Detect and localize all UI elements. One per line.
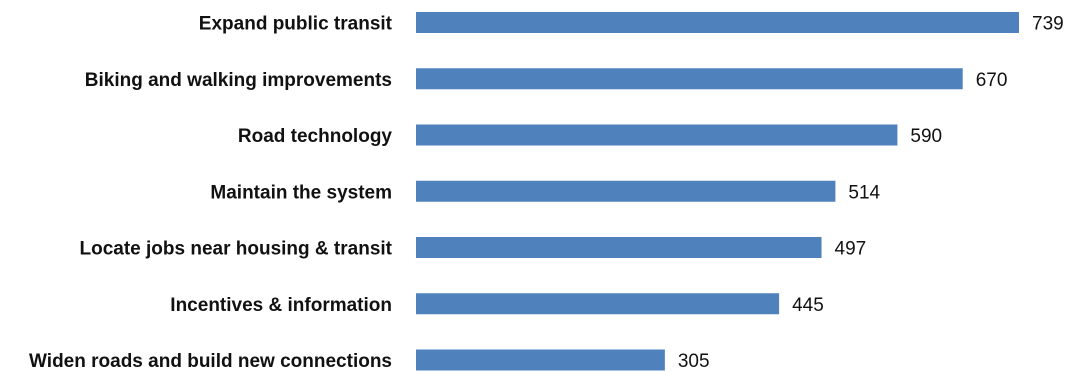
- bar: [416, 180, 836, 202]
- value-labels: 739 670 590 514 497 445 305: [678, 14, 1064, 371]
- category-label: Maintain the system: [210, 182, 392, 203]
- value-label: 739: [1032, 14, 1064, 35]
- bar: [416, 68, 963, 90]
- bar: [416, 12, 1019, 33]
- category-label: Incentives & information: [170, 295, 392, 316]
- bar: [416, 293, 780, 315]
- bars-layer: [416, 12, 1019, 371]
- value-label: 497: [835, 239, 867, 260]
- category-label: Expand public transit: [199, 14, 393, 35]
- bar: [416, 237, 822, 258]
- value-label: 305: [678, 351, 710, 371]
- category-label: Road technology: [238, 126, 393, 147]
- value-label: 514: [848, 182, 880, 203]
- category-label: Biking and walking improvements: [85, 70, 392, 91]
- category-label: Widen roads and build new connections: [29, 351, 392, 371]
- value-label: 670: [976, 70, 1008, 91]
- category-label: Locate jobs near housing & transit: [80, 239, 393, 260]
- value-label: 590: [910, 126, 942, 147]
- value-label: 445: [792, 295, 824, 316]
- bar: [416, 349, 665, 371]
- category-labels: Expand public transit Biking and walking …: [29, 14, 393, 371]
- bar: [416, 124, 898, 146]
